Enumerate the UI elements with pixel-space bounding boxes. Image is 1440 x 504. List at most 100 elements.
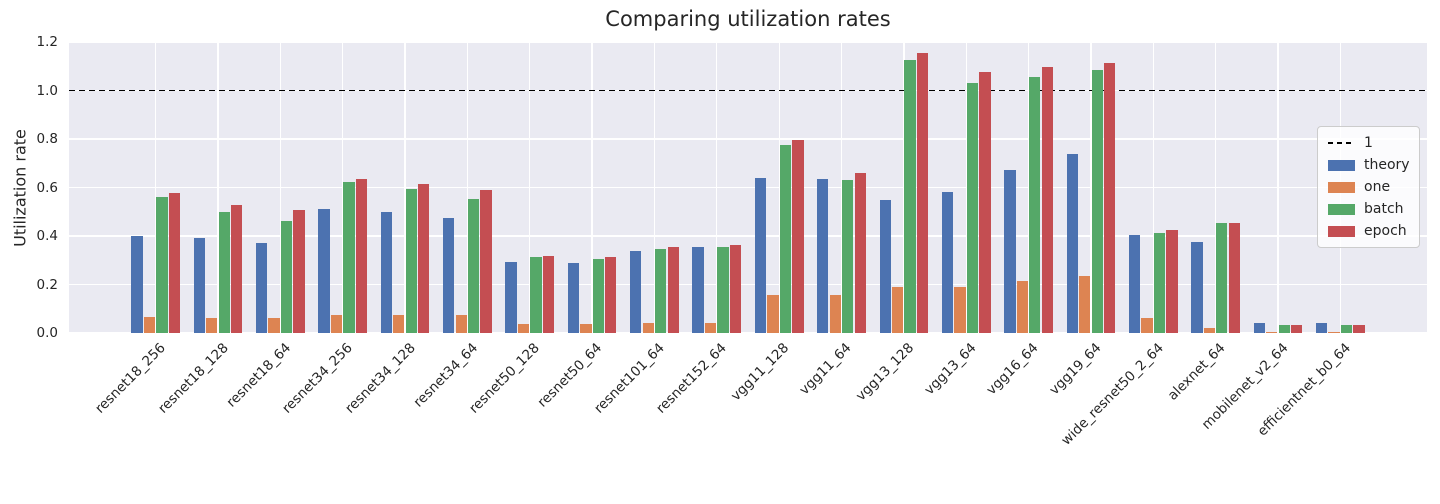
bar-theory-resnet34_128 xyxy=(380,212,392,333)
bar-batch-resnet34_256 xyxy=(343,181,355,333)
bar-theory-resnet50_128 xyxy=(505,262,517,333)
bar-epoch-vgg11_128 xyxy=(792,140,804,333)
bar-theory-vgg13_128 xyxy=(879,200,891,333)
legend-dashed-line-icon xyxy=(1328,142,1355,144)
legend-entry-epoch: epoch xyxy=(1328,222,1409,240)
bar-batch-vgg13_128 xyxy=(904,60,916,333)
gridline-y xyxy=(69,235,1427,237)
x-tick-label: vgg13_128 xyxy=(852,340,918,405)
gridline-x xyxy=(155,42,157,333)
bar-batch-vgg11_128 xyxy=(779,145,792,333)
bar-epoch-mobilenet_v2_64 xyxy=(1291,324,1303,333)
legend-swatch-batch xyxy=(1328,203,1355,215)
legend-label: theory xyxy=(1364,157,1410,173)
bar-epoch-resnet34_64 xyxy=(480,189,492,333)
bar-one-resnet18_64 xyxy=(268,317,280,333)
gridline-x xyxy=(217,42,219,333)
bar-epoch-alexnet_64 xyxy=(1228,223,1240,333)
bar-theory-resnet101_64 xyxy=(630,251,642,333)
gridline-x xyxy=(1027,42,1030,333)
bar-epoch-vgg19_64 xyxy=(1103,63,1116,333)
gridline-y xyxy=(69,41,1427,43)
legend-label: one xyxy=(1364,179,1391,195)
bar-one-vgg11_128 xyxy=(767,294,779,333)
x-tick-label: vgg11_128 xyxy=(728,340,793,405)
x-tick-label: vgg19_64 xyxy=(1046,340,1105,399)
bar-theory-resnet18_256 xyxy=(131,236,143,333)
x-tick-label: vgg11_64 xyxy=(796,340,855,399)
bar-batch-resnet101_64 xyxy=(655,249,667,333)
bar-one-efficientnet_b0_64 xyxy=(1328,331,1340,333)
bar-theory-resnet18_128 xyxy=(193,237,205,333)
bar-batch-vgg11_64 xyxy=(842,179,854,333)
gridline-x xyxy=(279,42,282,333)
y-tick-label: 1.2 xyxy=(36,34,58,50)
bar-epoch-vgg13_128 xyxy=(916,52,929,333)
bar-one-vgg13_128 xyxy=(892,286,904,333)
legend-label: batch xyxy=(1364,201,1404,217)
bar-batch-resnet18_64 xyxy=(280,221,293,333)
bar-one-alexnet_64 xyxy=(1203,327,1216,333)
bar-batch-mobilenet_v2_64 xyxy=(1278,324,1290,333)
bar-theory-resnet18_64 xyxy=(256,242,268,333)
y-tick-label: 0.0 xyxy=(36,325,58,341)
bar-one-resnet50_64 xyxy=(580,324,592,333)
y-tick-label: 0.8 xyxy=(36,131,58,147)
bar-batch-alexnet_64 xyxy=(1216,222,1228,333)
x-tick-label: alexnet_64 xyxy=(1165,340,1229,404)
bar-epoch-resnet34_256 xyxy=(355,179,368,333)
legend-label: epoch xyxy=(1364,223,1407,239)
gridline-x xyxy=(1090,42,1092,333)
legend-swatch-theory xyxy=(1328,159,1355,171)
bar-batch-vgg19_64 xyxy=(1091,69,1103,333)
bar-one-vgg11_64 xyxy=(829,294,841,333)
bar-epoch-wide_resnet50_2_64 xyxy=(1166,230,1178,333)
bar-theory-vgg16_64 xyxy=(1004,169,1016,333)
bar-theory-vgg19_64 xyxy=(1066,153,1078,333)
bar-one-resnet50_128 xyxy=(517,324,530,333)
bar-epoch-resnet101_64 xyxy=(667,246,679,333)
bar-theory-resnet34_256 xyxy=(318,209,330,333)
bar-batch-resnet18_128 xyxy=(218,212,230,333)
legend-swatch-one xyxy=(1328,181,1355,193)
bar-one-resnet34_128 xyxy=(393,315,405,333)
gridline-y xyxy=(69,138,1427,140)
bar-theory-efficientnet_b0_64 xyxy=(1315,323,1328,333)
legend-entry-one: one xyxy=(1328,178,1409,196)
gridline-x xyxy=(716,42,718,333)
bar-theory-vgg11_128 xyxy=(754,177,767,333)
bar-epoch-resnet34_128 xyxy=(418,183,430,333)
gridline-x xyxy=(591,42,593,333)
bar-batch-wide_resnet50_2_64 xyxy=(1153,233,1166,333)
bar-epoch-resnet18_128 xyxy=(231,204,243,333)
bar-epoch-vgg13_64 xyxy=(979,71,991,333)
bar-epoch-resnet152_64 xyxy=(729,245,742,333)
gridline-x xyxy=(965,42,967,333)
legend-entry-theory: theory xyxy=(1328,156,1410,174)
gridline-x xyxy=(342,42,344,333)
reference-line xyxy=(69,89,1427,92)
bar-theory-vgg11_64 xyxy=(817,179,829,333)
y-tick-label: 1.0 xyxy=(36,82,58,99)
bar-batch-resnet18_256 xyxy=(156,196,168,333)
legend-entry-batch: batch xyxy=(1328,200,1409,218)
bar-one-resnet34_64 xyxy=(455,315,467,333)
gridline-x xyxy=(1277,42,1279,333)
bar-one-resnet101_64 xyxy=(642,323,654,333)
gridline-x xyxy=(653,42,656,333)
y-tick-label: 0.6 xyxy=(36,179,58,196)
plot-area xyxy=(69,41,1427,334)
legend-label: 1 xyxy=(1364,135,1373,151)
bar-one-resnet34_256 xyxy=(330,315,343,333)
bar-theory-alexnet_64 xyxy=(1191,241,1203,333)
gridline-x xyxy=(903,42,905,333)
bar-batch-resnet50_128 xyxy=(530,256,542,333)
bar-batch-resnet34_64 xyxy=(468,199,480,333)
bar-one-wide_resnet50_2_64 xyxy=(1141,318,1153,333)
bar-theory-mobilenet_v2_64 xyxy=(1253,323,1265,333)
legend: 1 theory one batch epoch xyxy=(1317,126,1420,248)
bar-batch-resnet50_64 xyxy=(592,259,604,333)
bar-epoch-efficientnet_b0_64 xyxy=(1353,324,1365,333)
gridline-x xyxy=(778,42,780,333)
